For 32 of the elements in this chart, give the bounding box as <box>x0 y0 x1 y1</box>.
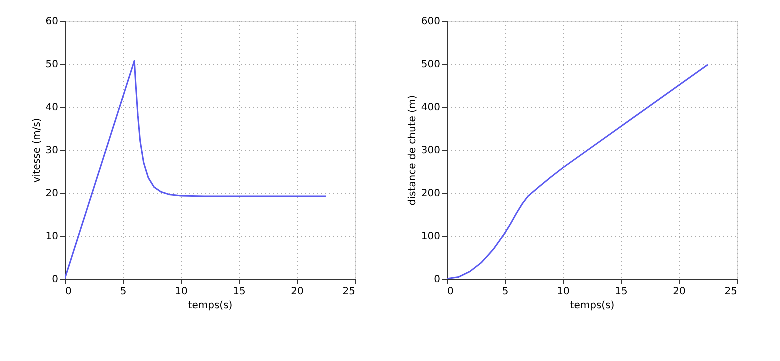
x-tick-label: 0 <box>448 286 454 298</box>
x-tick-label: 5 <box>120 286 127 298</box>
x-tick-label: 15 <box>233 286 246 298</box>
x-tick-label: 10 <box>557 286 570 298</box>
x-tick-label: 20 <box>673 286 686 298</box>
y-tick-label: 100 <box>421 232 440 242</box>
y-axis-title: vitesse (m/s) <box>32 118 43 183</box>
x-tick-label: 10 <box>175 286 188 298</box>
x-axis-title: temps(s) <box>188 300 233 312</box>
y-tick-label: 60 <box>46 16 58 28</box>
y-tick-label: 40 <box>46 102 58 114</box>
y-tick-label: 50 <box>46 60 58 70</box>
y-tick-label: 30 <box>46 146 58 156</box>
x-tick-label: 25 <box>342 286 356 298</box>
y-tick-label: 600 <box>421 16 440 28</box>
y-tick-label: 200 <box>421 188 440 200</box>
y-tick-label: 300 <box>421 146 440 156</box>
y-tick-label: 500 <box>421 60 440 70</box>
x-tick-label: 20 <box>291 286 304 298</box>
x-tick-label: 15 <box>615 286 628 298</box>
line-series <box>447 64 709 279</box>
x-tick-label: 5 <box>502 286 509 298</box>
y-tick-label: 0 <box>434 274 440 286</box>
y-axis-title: distance de chute (m) <box>407 95 418 206</box>
y-tick-label: 400 <box>421 102 440 114</box>
x-axis-title: temps(s) <box>570 300 615 312</box>
line-series <box>65 60 327 279</box>
x-tick-label: 25 <box>724 286 738 298</box>
y-tick-label: 10 <box>46 232 58 242</box>
y-tick-label: 0 <box>52 274 58 286</box>
y-tick-label: 20 <box>46 188 58 200</box>
x-tick-label: 0 <box>66 286 72 298</box>
